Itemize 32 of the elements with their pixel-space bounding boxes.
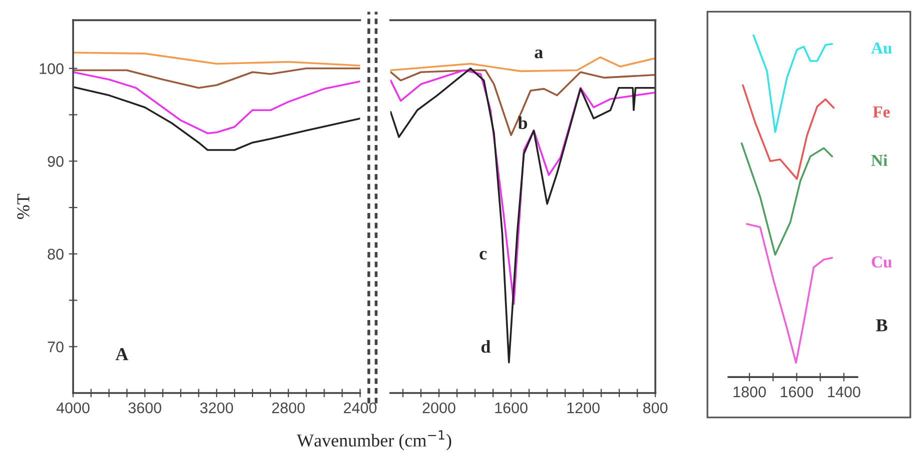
x-axis-title: Wavenumber (cm$^{−1}$) [296,430,452,450]
text: Cu [872,256,892,268]
y-tick-label: 100 [40,63,64,74]
y-tick-label: 90 [48,156,64,167]
annotation: d [481,340,491,353]
x-tick-label: 4000 [56,402,90,414]
x-tick-label: 2800 [272,402,305,414]
x-tick-label: 2000 [422,402,456,414]
x-tick-label: 3600 [128,402,162,414]
x-tick-label: 3200 [200,402,234,414]
text: B [876,319,888,332]
line-series [73,67,360,89]
y-axis-title: %T [17,194,30,220]
text: Ni [871,154,888,166]
x-tick-label: 1800 [734,386,766,398]
y-tick-label: 70 [48,342,64,352]
x-tick-label: 2400 [344,402,377,414]
text: Fe [872,106,890,118]
annotation: A [116,348,128,360]
x-tick-label: 800 [643,402,668,414]
line-series [73,86,360,151]
line-series [73,71,360,134]
text: Au [871,42,892,54]
y-tick-label: 80 [48,248,64,260]
x-tick-label: 1600 [495,402,528,414]
annotation: a [534,50,543,58]
x-tick-label: 1600 [780,386,814,398]
x-tick-label: 1200 [567,402,600,414]
annotation: c [480,250,487,260]
x-tick-label: 1400 [828,386,860,398]
annotation: b [518,116,528,130]
line-series [73,52,360,67]
